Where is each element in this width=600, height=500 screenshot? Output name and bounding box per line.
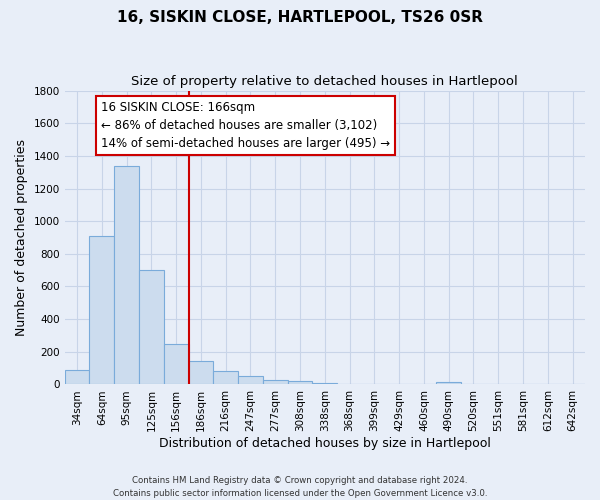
Title: Size of property relative to detached houses in Hartlepool: Size of property relative to detached ho… [131, 75, 518, 88]
Bar [287, 381, 313, 384]
Text: 16, SISKIN CLOSE, HARTLEPOOL, TS26 0SR: 16, SISKIN CLOSE, HARTLEPOOL, TS26 0SR [117, 10, 483, 25]
Bar [139, 270, 164, 384]
Bar [238, 376, 263, 384]
Text: Contains HM Land Registry data © Crown copyright and database right 2024.
Contai: Contains HM Land Registry data © Crown c… [113, 476, 487, 498]
Bar [263, 380, 287, 384]
Bar [65, 370, 89, 384]
Y-axis label: Number of detached properties: Number of detached properties [15, 139, 28, 336]
Bar [164, 344, 188, 384]
Bar [188, 361, 214, 384]
X-axis label: Distribution of detached houses by size in Hartlepool: Distribution of detached houses by size … [159, 437, 491, 450]
Text: 16 SISKIN CLOSE: 166sqm
← 86% of detached houses are smaller (3,102)
14% of semi: 16 SISKIN CLOSE: 166sqm ← 86% of detache… [101, 101, 390, 150]
Bar [436, 382, 461, 384]
Bar [89, 236, 114, 384]
Bar [214, 372, 238, 384]
Bar [114, 166, 139, 384]
Bar [313, 383, 337, 384]
